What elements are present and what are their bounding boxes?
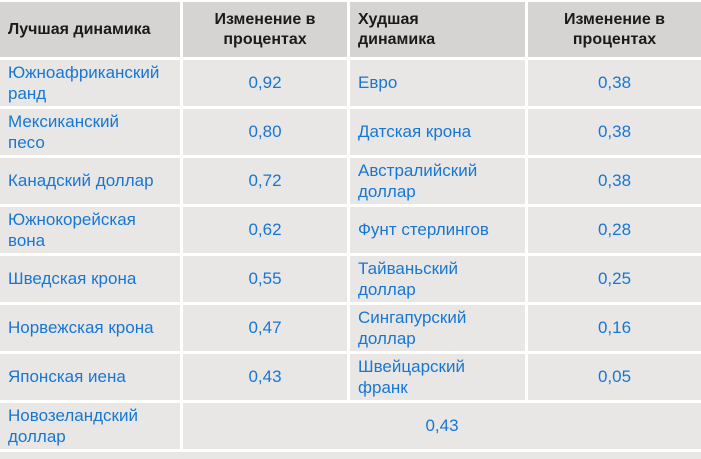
worst-currency-cell: Фунт стерлингов xyxy=(350,207,525,253)
bottom-strip xyxy=(0,452,701,459)
worst-change-cell: 0,38 xyxy=(528,158,701,204)
best-change-cell: 0,55 xyxy=(183,256,347,302)
worst-change-cell: 0,38 xyxy=(528,109,701,155)
worst-change-cell: 0,38 xyxy=(528,60,701,106)
best-currency-cell: Норвежская крона xyxy=(0,305,180,351)
column-header-label: Изменение в процентах xyxy=(214,11,316,48)
best-change-cell: 0,62 xyxy=(183,207,347,253)
column-header-worst-change: Изменение в процентах xyxy=(528,2,701,57)
column-header-label: Худшая динамика xyxy=(358,11,436,48)
worst-currency-cell: Евро xyxy=(350,60,525,106)
footer-currency-cell: Новозеландский доллар xyxy=(0,403,180,449)
best-change-cell: 0,43 xyxy=(183,354,347,400)
worst-currency-cell: Сингапурский доллар xyxy=(350,305,525,351)
worst-change-cell: 0,28 xyxy=(528,207,701,253)
column-header-best-change: Изменение в процентах xyxy=(183,2,347,57)
worst-change-cell: 0,25 xyxy=(528,256,701,302)
best-change-cell: 0,72 xyxy=(183,158,347,204)
best-currency-cell: Канадский доллар xyxy=(0,158,180,204)
worst-currency-cell: Датская крона xyxy=(350,109,525,155)
worst-currency-cell: Швейцарский франк xyxy=(350,354,525,400)
table-grid: Лучшая динамика Изменение в процентах Ху… xyxy=(0,2,701,449)
best-currency-cell: Японская иена xyxy=(0,354,180,400)
column-header-best-dynamics: Лучшая динамика xyxy=(0,2,180,57)
worst-change-cell: 0,05 xyxy=(528,354,701,400)
best-currency-cell: Мексиканский песо xyxy=(0,109,180,155)
column-header-worst-dynamics: Худшая динамика xyxy=(350,2,525,57)
best-change-cell: 0,47 xyxy=(183,305,347,351)
column-header-label: Лучшая динамика xyxy=(8,20,151,38)
footer-change-cell: 0,43 xyxy=(183,403,701,449)
best-change-cell: 0,80 xyxy=(183,109,347,155)
best-change-cell: 0,92 xyxy=(183,60,347,106)
column-header-label: Изменение в процентах xyxy=(563,11,666,48)
worst-currency-cell: Австралийский доллар xyxy=(350,158,525,204)
worst-change-cell: 0,16 xyxy=(528,305,701,351)
best-currency-cell: Шведская крона xyxy=(0,256,180,302)
worst-currency-cell: Тайваньский доллар xyxy=(350,256,525,302)
best-currency-cell: Южнокорейская вона xyxy=(0,207,180,253)
best-currency-cell: Южноафриканский ранд xyxy=(0,60,180,106)
